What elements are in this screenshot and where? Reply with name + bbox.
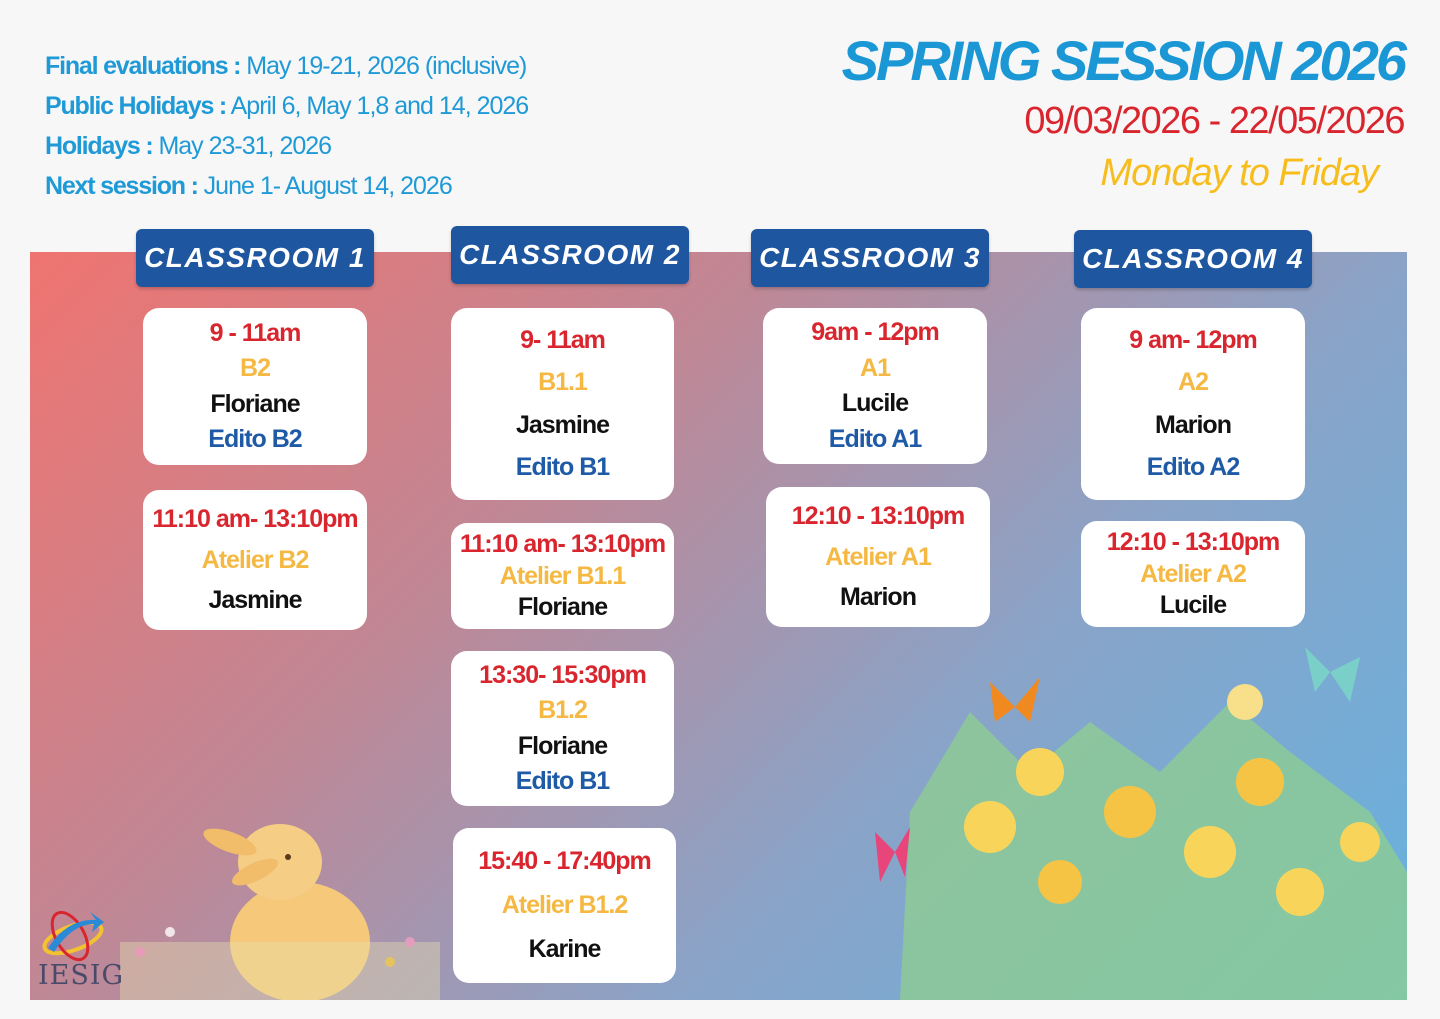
classroom-1-header: CLASSROOM 1 (136, 229, 374, 287)
class-slot-card: 9 am- 12pm A2 Marion Edito A2 (1081, 308, 1305, 500)
slot-time: 12:10 - 13:10pm (1106, 527, 1281, 556)
slot-teacher: Jasmine (208, 585, 302, 614)
slot-level: Atelier B1.1 (499, 561, 627, 590)
page-title: SPRING SESSION 2026 (841, 29, 1407, 92)
slot-book: Edito B2 (208, 425, 302, 454)
slot-teacher: Marion (840, 582, 917, 611)
slot-book: Edito B1 (515, 453, 610, 482)
session-dates: 09/03/2026 - 22/05/2026 (1024, 100, 1405, 142)
slot-time: 9- 11am (520, 325, 606, 354)
slot-time: 9 am- 12pm (1129, 325, 1258, 354)
class-slot-card: 13:30- 15:30pm B1.2 Floriane Edito B1 (451, 651, 674, 806)
slot-level: Atelier B2 (201, 545, 310, 574)
slot-level: Atelier A1 (825, 542, 932, 571)
slot-time: 11:10 am- 13:10pm (459, 529, 666, 558)
butterfly-teal (1305, 647, 1360, 702)
iesig-logo-text: IESIG (38, 960, 125, 991)
slot-book: Edito B1 (515, 766, 610, 795)
slot-teacher: Jasmine (515, 410, 610, 439)
slot-teacher: Lucile (841, 389, 909, 418)
info-holidays: Holidays : May 23-31, 2026 (45, 132, 332, 160)
slot-time: 13:30- 15:30pm (479, 661, 647, 690)
slot-teacher: Marion (1155, 410, 1232, 439)
slot-level: Atelier A2 (1140, 559, 1247, 588)
slot-book: Edito A2 (1146, 453, 1240, 482)
classroom-4-header: CLASSROOM 4 (1074, 230, 1312, 288)
class-slot-card: 9- 11am B1.1 Jasmine Edito B1 (451, 308, 674, 500)
slot-teacher: Floriane (517, 593, 608, 622)
butterfly-orange (990, 677, 1040, 722)
slot-time: 9am - 12pm (811, 318, 940, 347)
class-slot-card: 12:10 - 13:10pm Atelier A2 Lucile (1081, 521, 1305, 627)
class-slot-card: 11:10 am- 13:10pm Atelier B1.1 Floriane (451, 523, 674, 629)
slot-time: 11:10 am- 13:10pm (152, 505, 358, 534)
slot-teacher: Floriane (517, 731, 608, 760)
classroom-2-header: CLASSROOM 2 (451, 226, 689, 284)
slot-level: B1.2 (538, 696, 588, 725)
slot-teacher: Floriane (210, 389, 300, 418)
spring-decoration (120, 647, 1407, 1000)
slot-level: B2 (240, 354, 271, 383)
class-slot-card: 15:40 - 17:40pm Atelier B1.2 Karine (453, 828, 676, 983)
class-slot-card: 12:10 - 13:10pm Atelier A1 Marion (766, 487, 990, 627)
class-slot-card: 9 - 11am B2 Floriane Edito B2 (143, 308, 367, 465)
slot-teacher: Karine (528, 935, 602, 963)
info-final-evaluations: Final evaluations : May 19-21, 2026 (inc… (45, 52, 527, 80)
slot-level: Atelier B1.2 (501, 891, 629, 919)
class-slot-card: 9am - 12pm A1 Lucile Edito A1 (763, 308, 987, 464)
session-days: Monday to Friday (1100, 152, 1379, 194)
slot-time: 12:10 - 13:10pm (791, 502, 966, 531)
iesig-logo-icon (42, 910, 104, 962)
class-slot-card: 11:10 am- 13:10pm Atelier B2 Jasmine (143, 490, 367, 630)
classroom-3-header: CLASSROOM 3 (751, 229, 989, 287)
meadow-flowers-left (120, 927, 440, 1000)
slot-time: 9 - 11am (209, 318, 302, 347)
slot-level: A1 (860, 353, 891, 382)
slot-teacher: Lucile (1159, 591, 1227, 620)
session-info: Final evaluations : May 19-21, 2026 (inc… (45, 46, 529, 206)
slot-book: Edito A1 (828, 424, 922, 453)
info-next-session: Next session : June 1- August 14, 2026 (45, 172, 453, 200)
slot-level: B1.1 (538, 368, 588, 397)
daffodil-meadow (900, 684, 1407, 1000)
info-public-holidays: Public Holidays : April 6, May 1,8 and 1… (45, 92, 529, 120)
slot-level: A2 (1178, 368, 1209, 397)
bunny-illustration (203, 824, 370, 1000)
slot-time: 15:40 - 17:40pm (478, 847, 652, 875)
butterfly-pink (875, 827, 910, 882)
